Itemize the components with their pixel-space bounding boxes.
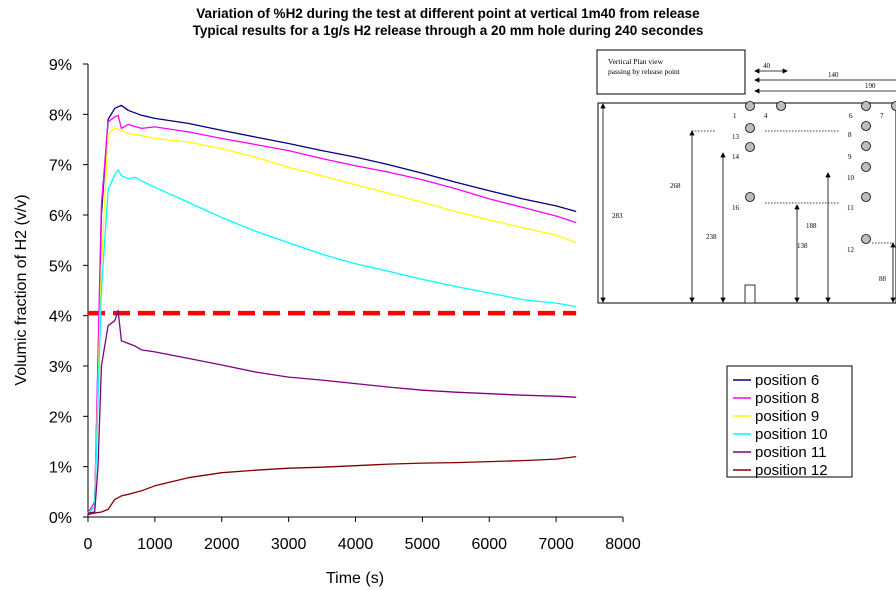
series-line — [87, 455, 577, 516]
sensor-label: 14 — [732, 153, 740, 161]
sensor-marker — [861, 192, 871, 202]
y-tick-label: 0% — [49, 510, 72, 527]
sensor-label: 6 — [849, 112, 853, 120]
y-tick-label: 5% — [49, 258, 72, 275]
series-line — [87, 114, 577, 514]
sensor-labels: 1 13 14 16 4 6 8 9 10 11 12 7 — [732, 112, 884, 254]
x-tick-label: 8000 — [605, 536, 641, 553]
legend-label: position 12 — [755, 462, 828, 479]
inset-header-line-2: passing by release point — [608, 67, 681, 76]
y-tick-label: 9% — [49, 57, 72, 74]
inset-header-line-1: Vertical Plan view — [608, 57, 664, 66]
sensor-marker — [745, 101, 755, 111]
sensor-label: 9 — [848, 153, 852, 161]
chart-axes — [87, 64, 623, 518]
dim-190: 190 — [865, 82, 876, 90]
x-tick-label: 7000 — [538, 536, 574, 553]
series-line — [87, 127, 577, 514]
y-axis-label: Volumic fraction of H2 (v/v) — [13, 194, 30, 385]
dim-188: 188 — [806, 222, 817, 230]
sensor-label: 12 — [847, 246, 855, 254]
dim-138: 138 — [797, 242, 808, 250]
sensor-marker — [861, 101, 871, 111]
inset-diagram: Vertical Plan view passing by release po… — [596, 49, 896, 304]
legend-label: position 8 — [755, 390, 819, 407]
chart-title-line-2: Typical results for a 1g/s H2 release th… — [192, 23, 704, 38]
dim-40: 40 — [763, 62, 771, 70]
sensor-label: 16 — [732, 204, 740, 212]
sensor-marker — [776, 101, 786, 111]
series-line — [87, 309, 577, 514]
dimension-arrows-horizontal — [754, 68, 896, 94]
series-lines — [87, 104, 577, 516]
sensor-marker — [745, 142, 755, 152]
y-tick-label: 3% — [49, 359, 72, 376]
chart-title: Variation of %H2 during the test at diff… — [0, 5, 896, 39]
series-line — [87, 169, 577, 514]
y-tick-label: 8% — [49, 107, 72, 124]
legend-label: position 6 — [755, 372, 819, 389]
sensor-label: 11 — [847, 204, 854, 212]
y-tick-label: 7% — [49, 158, 72, 175]
sensor-label: 7 — [880, 112, 884, 120]
sensor-label: 1 — [733, 112, 737, 120]
inset-room-outline — [597, 102, 896, 304]
x-tick-label: 6000 — [471, 536, 507, 553]
sensor-marker — [861, 162, 871, 172]
legend-label: position 11 — [755, 444, 826, 461]
sensor-marker — [891, 101, 896, 111]
y-tick-label: 6% — [49, 208, 72, 225]
x-axis-label: Time (s) — [326, 570, 384, 587]
sensor-markers — [745, 101, 896, 244]
x-tick-label: 5000 — [405, 536, 441, 553]
x-tick-label: 3000 — [271, 536, 307, 553]
sensor-marker — [745, 123, 755, 133]
series-line — [87, 104, 577, 514]
release-point-marker — [744, 284, 756, 304]
x-tick-label: 1000 — [137, 536, 173, 553]
legend-label: position 10 — [755, 426, 828, 443]
sensor-marker — [861, 121, 871, 131]
chart-title-line-1: Variation of %H2 during the test at diff… — [196, 6, 700, 21]
x-tick-label: 2000 — [204, 536, 240, 553]
y-tick-label: 1% — [49, 460, 72, 477]
sensor-label: 4 — [764, 112, 768, 120]
sensor-label: 8 — [848, 131, 852, 139]
sensor-marker — [861, 234, 871, 244]
sensor-label: 13 — [732, 133, 740, 141]
dim-268: 268 — [670, 182, 681, 190]
x-tick-label: 0 — [84, 536, 93, 553]
axis-ticks: 0% 1% 2% 3% 4% 5% 6% 7% 8% 9% 0 1000 2000 3000 4000 500… — [49, 57, 641, 553]
inset-header-box — [596, 49, 746, 95]
legend-label: position 9 — [755, 408, 819, 425]
dim-88: 88 — [879, 275, 887, 283]
sensor-marker — [861, 141, 871, 151]
legend-box — [726, 365, 853, 478]
sensor-label: 10 — [847, 174, 855, 182]
dim-238: 238 — [706, 233, 717, 241]
y-tick-label: 2% — [49, 409, 72, 426]
dim-283: 283 — [612, 212, 623, 220]
x-tick-label: 4000 — [338, 536, 374, 553]
dim-140: 140 — [828, 71, 839, 79]
sensor-marker — [745, 192, 755, 202]
dimension-arrows-vertical — [600, 103, 896, 303]
y-tick-label: 4% — [49, 309, 72, 326]
